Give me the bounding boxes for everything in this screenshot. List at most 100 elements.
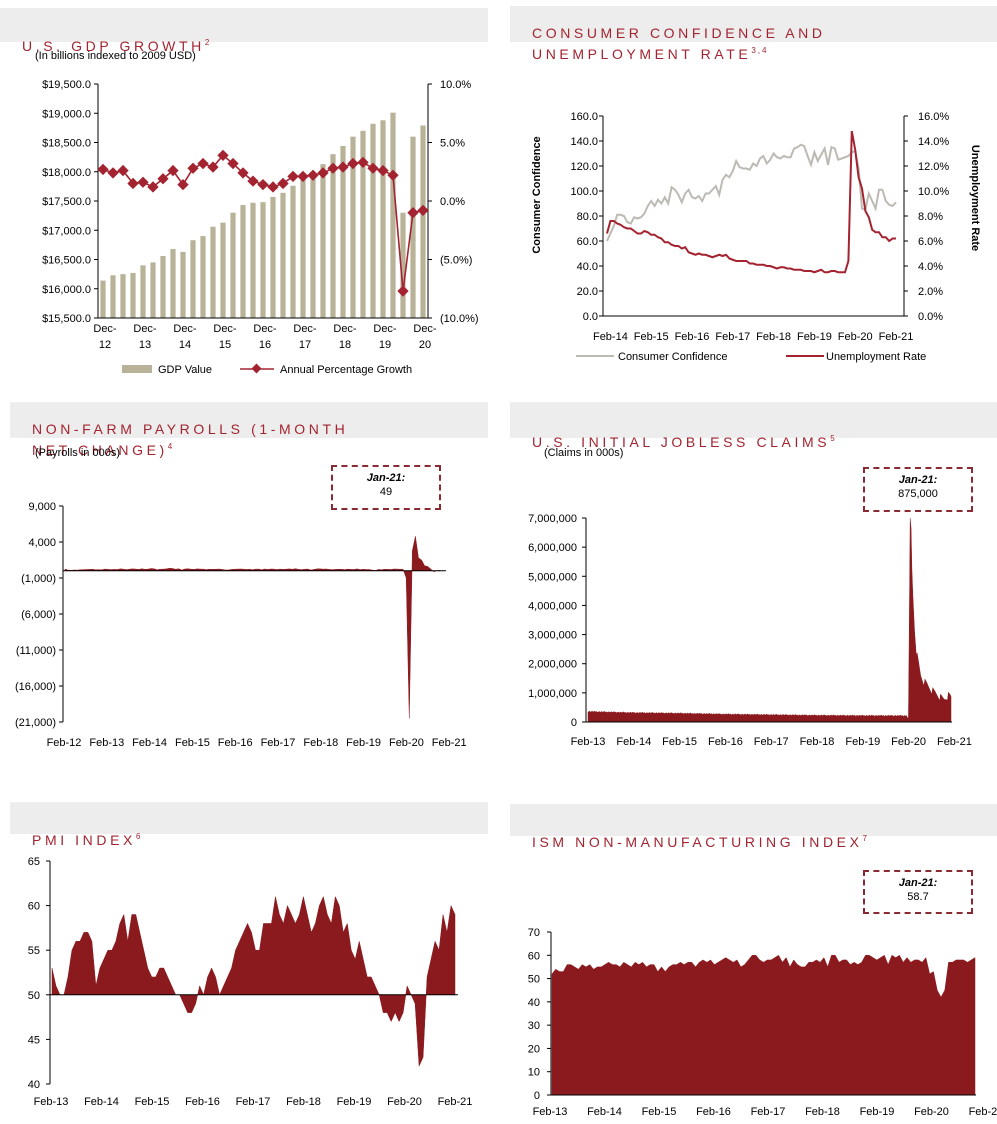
- gdp-bar: [270, 196, 276, 318]
- gdp-growth-point: [247, 175, 259, 187]
- payrolls-x-tick: Feb-12: [47, 737, 82, 749]
- jobless-y-tick: 6,000,000: [528, 542, 577, 554]
- gdp-growth-point: [277, 177, 289, 190]
- gdp-x-tick: 14: [179, 339, 191, 351]
- gdp-bar: [180, 251, 186, 318]
- payrolls-panel: NON-FARM PAYROLLS (1-MONTH NET CHANGE)4 …: [0, 400, 490, 780]
- gdp-bar: [350, 136, 356, 318]
- gdp-right-tick: (5.0%): [440, 255, 472, 267]
- ism-y-tick: 60: [528, 950, 540, 962]
- jobless-x-tick: Feb-15: [662, 736, 697, 748]
- pmi-x-tick: Feb-15: [135, 1096, 170, 1108]
- pmi-y-tick: 60: [28, 901, 40, 913]
- consumer-x-tick: Feb-18: [756, 331, 791, 343]
- gdp-chart: $19,500.0 $19,000.0 $18,500.0 $18,000.0 $17,…: [42, 79, 478, 376]
- gdp-bar: [260, 202, 266, 318]
- ism-footnote: 7: [862, 834, 869, 843]
- consumer-left-tick: 100.0: [570, 186, 598, 198]
- consumer-left-tick: 120.0: [570, 161, 598, 173]
- jobless-x-tick: Feb-20: [891, 736, 926, 748]
- consumer-right-tick: 0.0%: [918, 311, 943, 323]
- jobless-x-tick: Feb-17: [754, 736, 789, 748]
- gdp-bar: [160, 255, 166, 318]
- gdp-left-tick: $16,000.0: [42, 284, 91, 296]
- payrolls-callout-value: 49: [379, 486, 393, 498]
- payrolls-chart: 9,000 4,000 (1,000) (6,000) (11,000) (16,000)…: [15, 501, 467, 749]
- gdp-bar: [370, 123, 376, 318]
- ism-x-tick: Feb-14: [587, 1106, 622, 1118]
- consumer-right-tick: 8.0%: [918, 211, 943, 223]
- ism-area: [551, 954, 976, 1096]
- ism-callout: Jan-21: 58.7: [863, 870, 973, 914]
- consumer-x-tick: Feb-15: [634, 331, 669, 343]
- jobless-callout: Jan-21: 875,000: [863, 467, 973, 512]
- gdp-growth-point: [187, 162, 199, 174]
- gdp-x-tick: Dec-: [413, 323, 437, 335]
- gdp-growth-point: [387, 169, 399, 181]
- gdp-growth-point: [297, 170, 309, 183]
- gdp-bar: [400, 212, 406, 318]
- consumer-legend-label: Consumer Confidence: [618, 351, 727, 363]
- gdp-bar: [330, 154, 336, 318]
- gdp-growth-point: [257, 178, 269, 191]
- payrolls-subtitle: (Payrolls in 000s): [35, 447, 120, 459]
- gdp-x-tick: Dec-: [133, 323, 157, 335]
- pmi-x-tick: Feb-17: [236, 1096, 271, 1108]
- pmi-x-tick: Feb-16: [185, 1096, 220, 1108]
- gdp-bar: [320, 164, 326, 318]
- gdp-subtitle: (In billions indexed to 2009 USD): [35, 50, 196, 62]
- ism-y-tick: 30: [528, 1020, 540, 1032]
- ism-x-tick: Feb-15: [642, 1106, 677, 1118]
- gdp-growth-point: [347, 157, 359, 170]
- consumer-confidence-line: [606, 143, 897, 242]
- gdp-x-tick: Dec-: [213, 323, 237, 335]
- jobless-y-tick: 2,000,000: [528, 659, 577, 671]
- ism-x-tick: Feb-16: [696, 1106, 731, 1118]
- pmi-chart: 65 60 55 50 45 40 Feb-13 Feb-14 Feb-15 Feb-16 Feb-…: [28, 856, 473, 1108]
- gdp-footnote: 2: [204, 38, 212, 47]
- consumer-right-tick: 2.0%: [918, 286, 943, 298]
- gdp-growth-point: [137, 176, 149, 188]
- gdp-bar: [220, 222, 226, 318]
- gdp-growth-point: [197, 157, 209, 170]
- pmi-y-tick: 55: [28, 945, 40, 957]
- ism-y-tick: 20: [528, 1043, 540, 1055]
- payrolls-y-tick: (6,000): [21, 609, 56, 621]
- payrolls-y-tick: (21,000): [15, 717, 56, 729]
- gdp-left-tick: $19,000.0: [42, 108, 91, 120]
- jobless-y-tick: 3,000,000: [528, 630, 577, 642]
- gdp-right-tick: 0.0%: [440, 196, 465, 208]
- jobless-footnote: 5: [830, 434, 837, 443]
- jobless-callout-label: Jan-21:: [898, 474, 938, 486]
- ism-x-tick: Feb-18: [805, 1106, 840, 1118]
- gdp-growth-point: [327, 162, 339, 174]
- gdp-growth-point: [287, 170, 299, 183]
- payrolls-y-tick: (16,000): [15, 681, 56, 693]
- gdp-left-tick: $19,500.0: [42, 79, 91, 91]
- unemployment-legend-label: Unemployment Rate: [826, 351, 926, 363]
- ism-x-tick: Feb-17: [751, 1106, 786, 1118]
- ism-x-tick: Feb-21: [969, 1106, 997, 1118]
- jobless-title: U.S. INITIAL JOBLESS CLAIMS: [532, 434, 831, 450]
- ism-callout-label: Jan-21:: [898, 877, 938, 889]
- gdp-growth-point: [127, 177, 139, 190]
- consumer-x-tick: Feb-16: [675, 331, 710, 343]
- gdp-bar: [300, 179, 306, 318]
- jobless-y-tick: 0: [571, 717, 577, 729]
- pmi-x-tick: Feb-18: [286, 1096, 321, 1108]
- pmi-y-tick: 45: [28, 1034, 40, 1046]
- gdp-x-tick: 17: [299, 339, 311, 351]
- gdp-bar: [240, 205, 246, 318]
- consumer-left-tick: 20.0: [577, 286, 598, 298]
- gdp-x-tick: 16: [259, 339, 271, 351]
- ism-y-tick: 70: [528, 927, 540, 939]
- gdp-growth-point: [167, 164, 179, 177]
- pmi-panel: PMI INDEX6 65 60 55 50 45 40 Feb-13 Feb-14 Feb-1…: [0, 800, 490, 1124]
- gdp-bar: [170, 248, 176, 318]
- gdp-bar: [360, 130, 366, 318]
- gdp-legend-swatch-marker: [251, 363, 262, 374]
- payrolls-callout-label: Jan-21:: [366, 472, 406, 484]
- gdp-growth-point: [307, 169, 319, 181]
- gdp-legend-label: Annual Percentage Growth: [280, 364, 412, 376]
- jobless-subtitle: (Claims in 000s): [544, 447, 624, 459]
